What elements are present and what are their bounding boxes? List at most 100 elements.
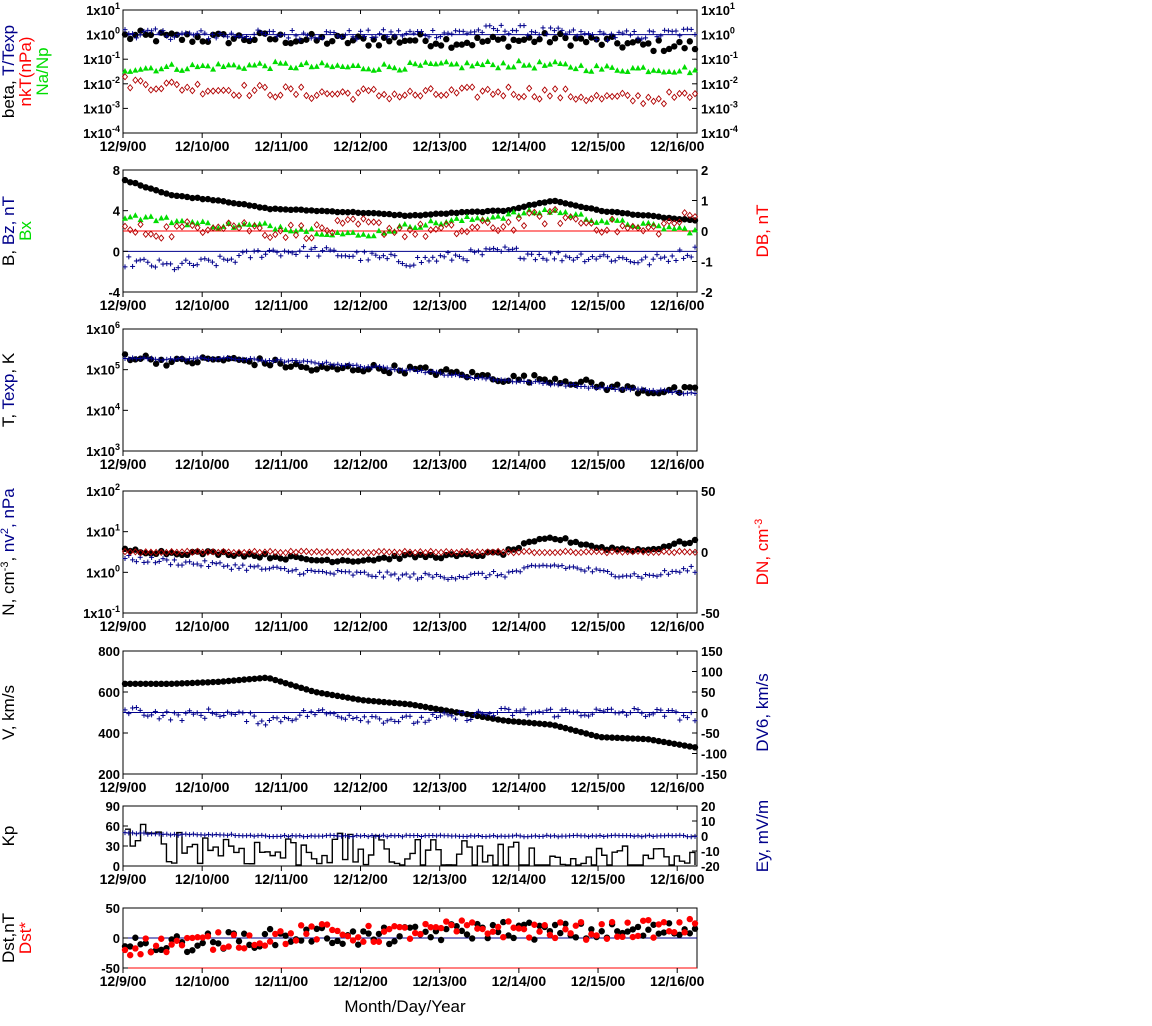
data-point [287, 85, 294, 93]
data-point [287, 206, 295, 214]
data-point [577, 378, 585, 386]
data-point [318, 33, 326, 41]
data-point [619, 68, 626, 74]
data-point [650, 29, 656, 35]
data-point [313, 547, 320, 556]
data-point [646, 712, 652, 718]
data-point [506, 569, 512, 575]
data-point [158, 548, 165, 557]
data-point [686, 69, 693, 76]
data-point [236, 253, 242, 259]
data-point [292, 548, 300, 556]
data-point [546, 534, 554, 541]
data-point [246, 941, 253, 949]
data-point [320, 248, 326, 254]
data-point [541, 548, 548, 557]
data-point [354, 832, 360, 838]
data-point [178, 86, 186, 94]
data-point [270, 247, 276, 253]
data-point [251, 202, 258, 210]
data-point [349, 95, 357, 104]
data-point [308, 923, 315, 930]
data-point [686, 930, 694, 937]
data-point [593, 833, 599, 839]
data-point [520, 547, 528, 556]
data-point [526, 209, 533, 217]
data-point [445, 250, 451, 256]
data-point [500, 59, 507, 66]
data-point [494, 247, 500, 253]
data-point [495, 64, 502, 71]
data-point [175, 31, 181, 37]
data-point [505, 548, 512, 556]
data-point [168, 941, 175, 948]
data-point [297, 922, 305, 929]
data-point [655, 67, 662, 74]
data-point [616, 574, 622, 580]
x-tick-label: 12/15/00 [571, 138, 626, 154]
data-point [360, 215, 367, 223]
data-point [532, 257, 538, 263]
data-point [267, 547, 274, 556]
data-point [210, 548, 217, 556]
data-point [142, 935, 149, 942]
data-point [437, 924, 445, 932]
y2-tick-label: 10 [701, 814, 715, 829]
data-point [551, 381, 557, 387]
data-point [406, 924, 414, 931]
data-point [577, 219, 585, 227]
data-point [551, 562, 557, 568]
y2-tick-label: 2 [701, 163, 708, 178]
data-point [137, 548, 144, 557]
data-point [190, 711, 196, 717]
y2-tick-label: 1x10-2 [701, 75, 738, 92]
data-point [282, 940, 289, 948]
data-point [396, 923, 403, 931]
data-point [354, 934, 362, 941]
data-point [484, 37, 491, 45]
data-point [432, 219, 439, 226]
data-point [202, 832, 208, 838]
data-point [531, 201, 538, 208]
data-point [479, 29, 485, 35]
data-point [551, 256, 557, 262]
data-point [173, 933, 181, 940]
data-point [505, 918, 512, 925]
data-point [629, 97, 636, 105]
data-point [198, 355, 204, 361]
data-point [677, 33, 683, 39]
data-point [137, 941, 144, 948]
data-point [629, 222, 636, 229]
data-point [163, 214, 170, 220]
data-point [624, 386, 630, 392]
data-point [464, 59, 470, 66]
data-point [373, 574, 379, 580]
data-point [168, 832, 174, 838]
data-point [230, 931, 238, 939]
data-point [145, 559, 151, 565]
data-point [282, 233, 289, 242]
x-tick-label: 12/10/00 [175, 297, 230, 313]
data-point [686, 548, 693, 556]
data-point [373, 34, 379, 40]
data-point [277, 678, 284, 685]
data-point [645, 223, 652, 232]
data-point [380, 34, 388, 41]
data-point [350, 572, 356, 578]
data-point [601, 252, 607, 258]
data-point [122, 264, 128, 270]
data-point [228, 566, 234, 572]
data-point [361, 714, 367, 720]
data-point [645, 219, 652, 226]
data-point [588, 548, 595, 556]
data-point [183, 193, 191, 201]
data-point [323, 29, 329, 35]
data-point [278, 253, 284, 259]
data-point [342, 32, 348, 38]
data-point [691, 89, 699, 98]
data-point [515, 925, 523, 932]
data-point [204, 219, 211, 226]
data-point [349, 367, 357, 374]
data-point [536, 720, 543, 727]
data-point [517, 255, 523, 261]
